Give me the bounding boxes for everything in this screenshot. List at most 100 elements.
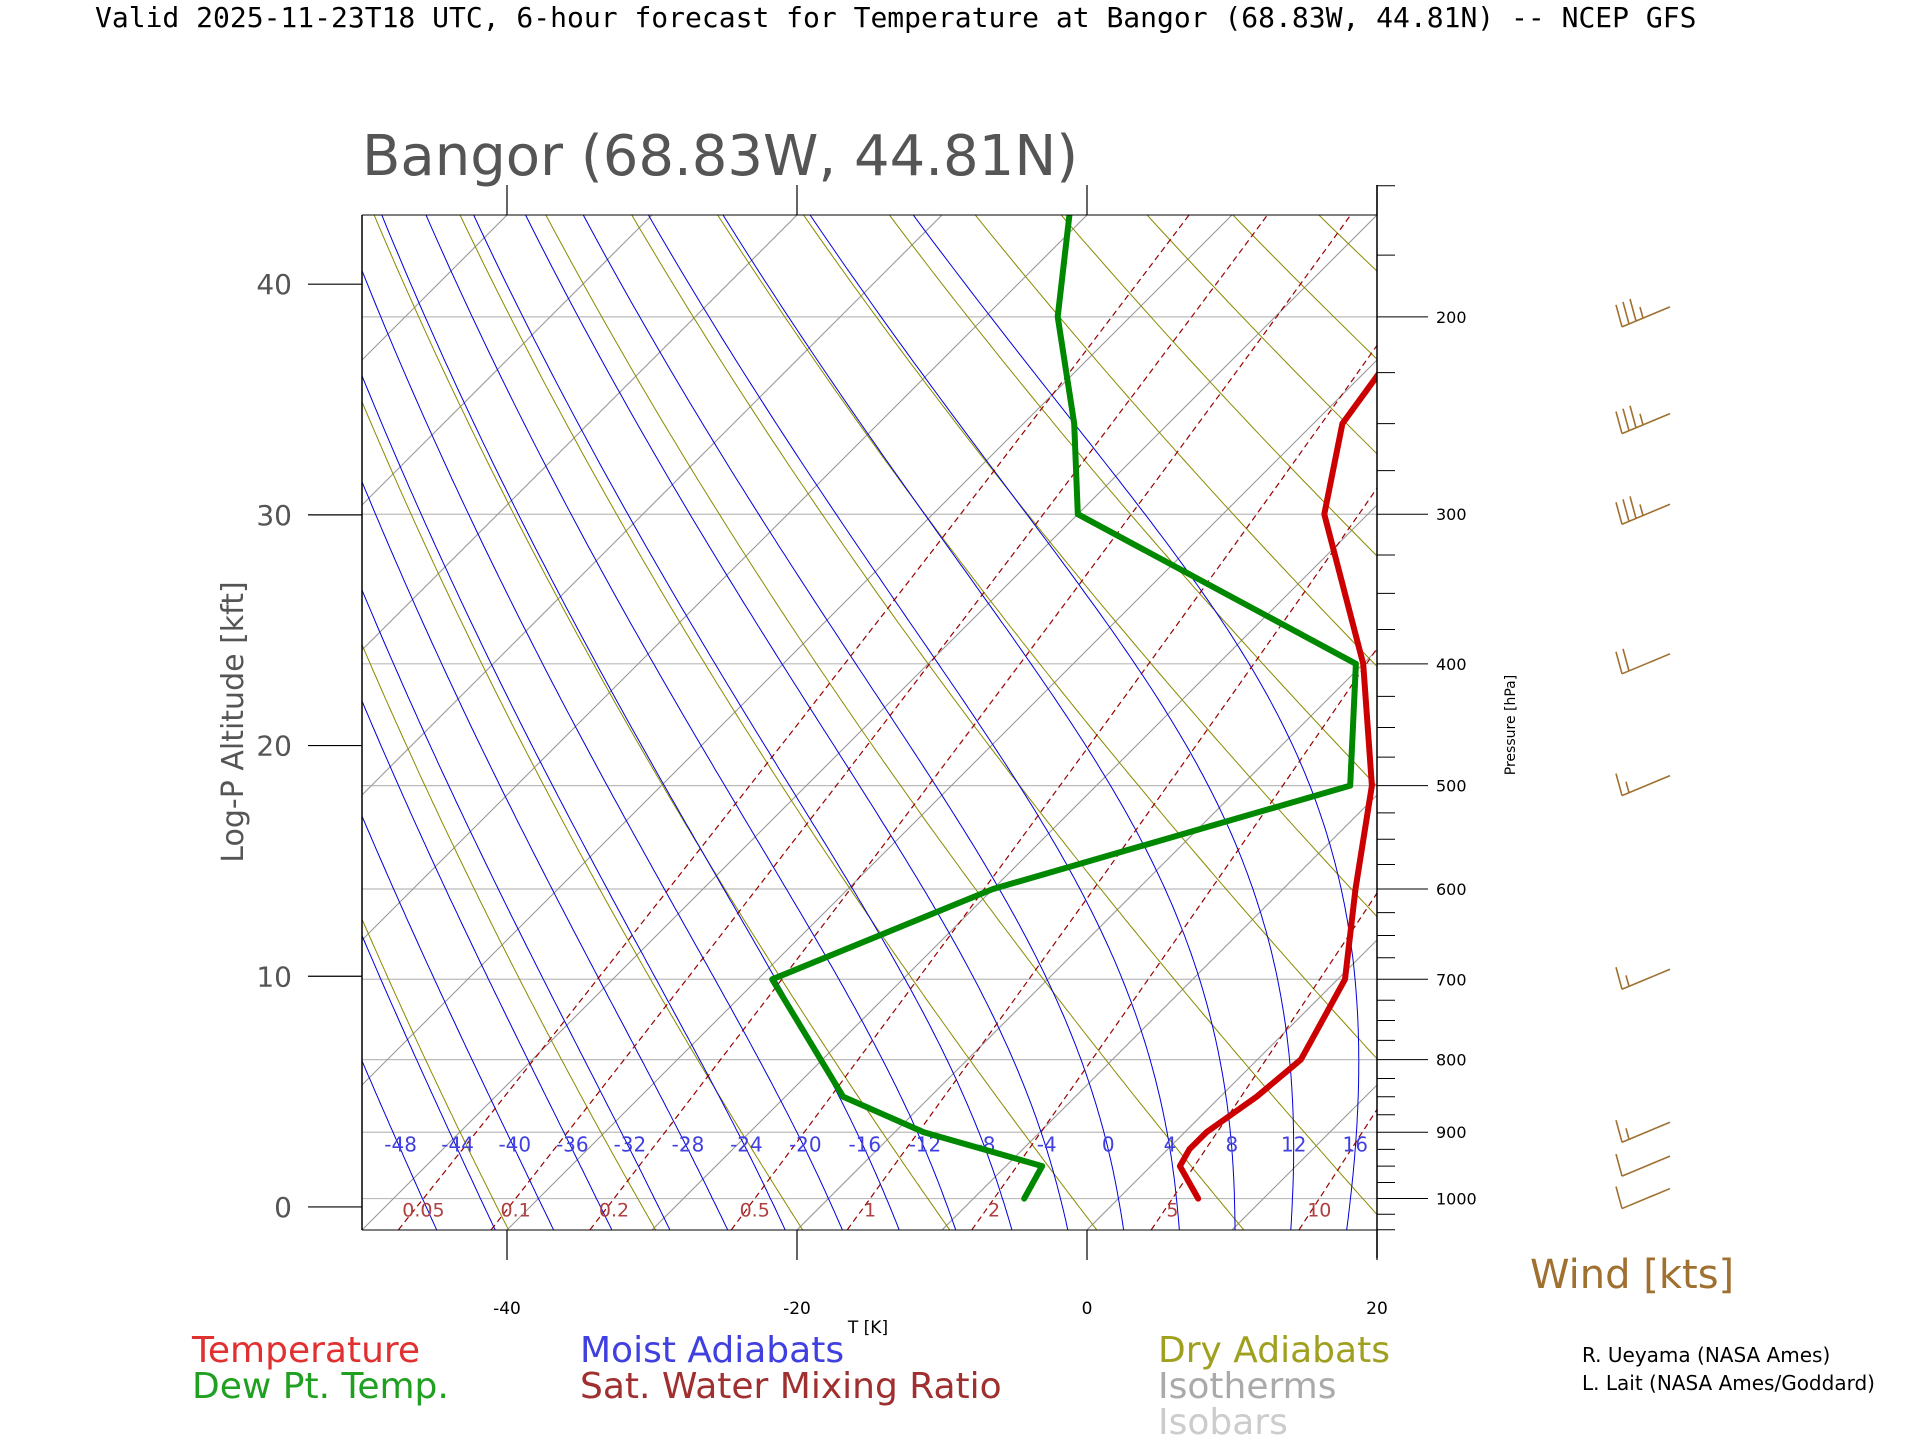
moist-adiabat-label: -36	[556, 1132, 589, 1156]
mixing-ratio-label: 2	[988, 1200, 1000, 1222]
wind-barb	[1615, 648, 1671, 675]
credit-line-2: L. Lait (NASA Ames/Goddard)	[1582, 1371, 1875, 1395]
wind-barb-flag	[1615, 1153, 1623, 1177]
moist-adiabat-label: -44	[441, 1132, 474, 1156]
isotherm-line	[362, 215, 943, 796]
moist-adiabat-line	[362, 1059, 438, 1230]
credit-line-1: R. Ueyama (NASA Ames)	[1582, 1343, 1830, 1367]
wind-barb-flag	[1615, 411, 1623, 434]
isotherm-line	[941, 794, 1377, 1230]
moist-adiabat-line	[362, 374, 786, 1230]
moist-adiabat-label: -20	[789, 1132, 822, 1156]
moist-adiabat-line	[381, 215, 900, 1230]
moist-adiabat-label: -16	[848, 1132, 881, 1156]
wind-barb-flag	[1622, 499, 1630, 522]
moist-adiabat-label: -40	[498, 1132, 531, 1156]
legend-temperature: Temperature	[191, 1330, 420, 1371]
background-line-labels: -48 -44 -40 -36 -32 -28 -24 -20 -16 -12 -8 -4 0 4 8 12 1…	[384, 1132, 1368, 1221]
wind-barb-flag	[1629, 405, 1637, 428]
wind-barb-flag	[1622, 301, 1630, 325]
moist-adiabat-label: 12	[1281, 1132, 1306, 1156]
mixing-ratio-line	[589, 215, 1352, 1230]
wind-barb-staff	[1621, 503, 1671, 525]
wind-barb-flag	[1615, 967, 1623, 990]
wind-barb	[1615, 1186, 1671, 1210]
pressure-tick-label: 400	[1436, 655, 1467, 674]
x-tick-label: 0	[1082, 1299, 1093, 1319]
isotherm-line	[362, 215, 798, 651]
wind-barb-half-flag	[1625, 781, 1630, 793]
wind-barb	[1615, 496, 1671, 525]
wind-barb-flag	[1615, 502, 1623, 525]
pressure-tick-label: 300	[1436, 505, 1467, 524]
pressure-tick-label: 200	[1436, 308, 1467, 327]
dry-adiabat-line	[1754, 155, 1920, 1229]
wind-barb	[1615, 298, 1671, 328]
moist-adiabat-line	[912, 215, 1360, 1230]
moist-adiabat-line	[362, 814, 554, 1230]
dewpoint-profile	[769, 215, 1359, 1202]
isotherm-line	[362, 215, 363, 216]
mixing-ratio-line	[398, 215, 1190, 1230]
wind-barb-staff	[1621, 306, 1671, 328]
x-tick-label: 20	[1366, 1299, 1388, 1319]
isobar-lines	[362, 316, 1377, 1200]
dry-adiabat-line	[545, 215, 1245, 1230]
moist-adiabat-label: -28	[672, 1132, 705, 1156]
wind-barb-half-flag	[1639, 504, 1644, 516]
wind-barb-flag	[1615, 304, 1623, 328]
chart-legend: Temperature Dew Pt. Temp. Moist Adiabats…	[191, 1330, 1390, 1440]
wind-barb-half-flag	[1625, 1128, 1630, 1140]
moist-adiabat-line	[362, 699, 613, 1230]
wind-barb-staff	[1621, 1121, 1671, 1143]
mixing-ratio-label: 0.1	[500, 1200, 530, 1222]
y-tick-label: 40	[256, 268, 292, 301]
moist-adiabat-line	[473, 215, 1013, 1230]
profile-series	[769, 215, 1377, 1202]
dry-adiabat-line	[888, 215, 1377, 788]
pressure-tick-label: 600	[1436, 880, 1467, 899]
chart-axes: 0102030401000900800700600500400300200-40…	[256, 185, 1477, 1319]
wind-barbs	[1615, 298, 1671, 1210]
pressure-tick-label: 800	[1436, 1051, 1467, 1070]
isotherm-line	[506, 359, 1377, 1230]
temperature-profile	[1176, 371, 1377, 1202]
wind-barb	[1615, 1153, 1671, 1177]
mixing-ratio-line	[490, 215, 1269, 1230]
dry-adiabat-line	[1424, 155, 1920, 1229]
wind-barb-flag	[1629, 298, 1637, 322]
dry-adiabat-line	[1060, 215, 1377, 557]
isotherm-line	[362, 215, 1377, 1230]
wind-barb	[1615, 773, 1671, 797]
moist-adiabat-line	[524, 215, 1069, 1230]
y-axis-title: Log-P Altitude [kft]	[216, 581, 251, 862]
chart-title: Bangor (68.83W, 44.81N)	[362, 124, 1078, 189]
dry-adiabat-line	[459, 215, 1097, 1230]
wind-barb-staff	[1621, 653, 1671, 675]
page-header-title: Valid 2025-11-23T18 UTC, 6-hour forecast…	[95, 1, 1696, 34]
pressure-tick-label: 1000	[1436, 1190, 1477, 1209]
dry-adiabat-line	[1837, 155, 1920, 1229]
moist-adiabat-line	[809, 215, 1295, 1230]
legend-isotherms: Isotherms	[1158, 1366, 1336, 1407]
wind-barb-flag	[1615, 773, 1623, 796]
x-tick-label: -40	[493, 1299, 521, 1319]
mixing-ratio-line	[971, 647, 1377, 1230]
dry-adiabat-line	[1506, 155, 1920, 1229]
moist-adiabat-label: -4	[1037, 1132, 1057, 1156]
isotherm-lines	[362, 215, 1377, 1230]
wind-barb-flag	[1629, 496, 1637, 519]
wind-barb-staff	[1621, 412, 1671, 435]
dry-adiabat-line	[1672, 155, 1920, 1229]
legend-dewpoint: Dew Pt. Temp.	[192, 1366, 449, 1407]
wind-barb	[1615, 405, 1671, 435]
moist-adiabat-label: -48	[384, 1132, 417, 1156]
legend-moist-adiabats: Moist Adiabats	[580, 1330, 844, 1371]
moist-adiabat-label: 0	[1102, 1132, 1115, 1156]
x-tick-label: -20	[783, 1299, 811, 1319]
pressure-tick-label: 900	[1436, 1123, 1467, 1142]
moist-adiabat-line	[362, 269, 843, 1230]
legend-mixing-ratio: Sat. Water Mixing Ratio	[580, 1366, 1002, 1407]
legend-isobars: Isobars	[1158, 1402, 1288, 1440]
moist-adiabat-line	[362, 588, 671, 1230]
